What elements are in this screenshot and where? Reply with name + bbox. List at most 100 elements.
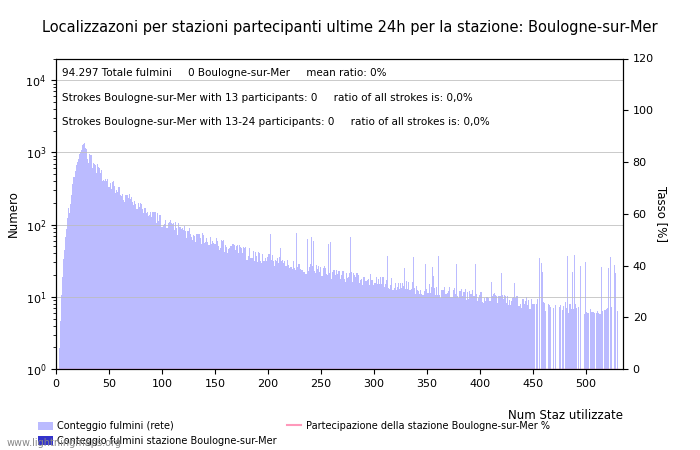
Bar bbox=[96, 173, 97, 450]
Bar bbox=[111, 182, 113, 450]
Bar bbox=[173, 224, 174, 450]
Bar bbox=[299, 264, 300, 450]
Bar bbox=[449, 297, 451, 450]
Bar bbox=[589, 309, 591, 450]
Text: Localizzazoni per stazioni partecipanti ultime 24h per la stazione: Boulogne-sur: Localizzazoni per stazioni partecipanti … bbox=[42, 20, 658, 35]
Bar bbox=[249, 248, 251, 450]
Bar bbox=[154, 212, 155, 450]
Bar bbox=[133, 205, 134, 450]
Bar bbox=[573, 309, 574, 450]
Bar bbox=[340, 279, 341, 450]
Bar bbox=[470, 294, 471, 450]
Bar bbox=[330, 242, 331, 450]
Bar bbox=[106, 180, 107, 450]
Bar bbox=[78, 159, 79, 450]
Bar bbox=[608, 268, 609, 450]
Bar bbox=[500, 273, 502, 450]
Bar bbox=[606, 309, 607, 450]
Bar bbox=[65, 237, 66, 450]
Bar bbox=[169, 222, 170, 450]
Bar bbox=[64, 249, 65, 450]
Bar bbox=[319, 272, 321, 450]
Bar bbox=[533, 304, 535, 450]
Bar bbox=[543, 302, 544, 450]
Bar bbox=[379, 284, 380, 450]
Bar bbox=[309, 266, 310, 450]
Bar bbox=[234, 250, 236, 450]
Bar bbox=[72, 184, 74, 450]
Bar bbox=[257, 262, 258, 450]
Bar bbox=[341, 275, 342, 450]
Bar bbox=[258, 252, 259, 450]
Bar bbox=[66, 229, 67, 450]
Bar bbox=[119, 188, 120, 450]
Bar bbox=[275, 260, 276, 450]
Bar bbox=[407, 289, 408, 450]
Bar bbox=[85, 148, 86, 450]
Bar bbox=[410, 289, 412, 450]
Bar bbox=[350, 237, 351, 450]
Bar bbox=[412, 257, 414, 450]
Bar bbox=[204, 243, 205, 450]
Bar bbox=[279, 257, 280, 450]
Bar bbox=[517, 306, 519, 450]
Bar bbox=[151, 217, 152, 450]
Bar bbox=[226, 247, 228, 450]
Bar bbox=[186, 238, 187, 450]
Bar bbox=[418, 291, 419, 450]
Bar bbox=[566, 308, 568, 450]
Bar bbox=[354, 275, 356, 450]
Bar bbox=[236, 246, 237, 450]
Bar bbox=[212, 241, 214, 450]
Bar bbox=[222, 241, 223, 450]
Bar bbox=[541, 263, 542, 450]
Bar bbox=[373, 285, 374, 450]
Bar bbox=[403, 286, 404, 450]
Bar bbox=[138, 203, 139, 450]
Bar bbox=[211, 244, 212, 450]
Bar bbox=[478, 298, 480, 450]
Bar bbox=[189, 228, 190, 450]
Bar bbox=[328, 244, 329, 450]
Bar bbox=[127, 198, 129, 450]
Bar bbox=[129, 194, 130, 450]
Bar bbox=[386, 280, 387, 450]
Bar bbox=[142, 209, 144, 450]
Bar bbox=[241, 248, 242, 450]
Bar bbox=[121, 197, 122, 450]
Bar bbox=[144, 208, 146, 450]
Bar bbox=[378, 279, 379, 450]
Bar bbox=[277, 258, 278, 450]
Bar bbox=[273, 261, 274, 450]
Bar bbox=[602, 311, 603, 450]
Bar bbox=[565, 302, 566, 450]
Bar bbox=[59, 348, 60, 450]
Bar bbox=[523, 298, 524, 450]
Bar bbox=[316, 265, 317, 450]
Bar bbox=[293, 261, 294, 450]
Bar bbox=[366, 280, 367, 450]
Bar bbox=[467, 292, 468, 450]
Bar bbox=[337, 274, 338, 450]
Bar bbox=[269, 255, 270, 450]
Bar bbox=[57, 369, 59, 450]
Bar bbox=[563, 306, 564, 450]
Bar bbox=[115, 193, 116, 450]
Bar bbox=[515, 298, 517, 450]
Bar bbox=[206, 238, 207, 450]
Bar bbox=[162, 225, 164, 450]
Bar bbox=[244, 248, 245, 450]
Bar bbox=[104, 181, 105, 450]
Bar bbox=[507, 296, 508, 450]
Bar bbox=[86, 149, 88, 450]
Bar bbox=[70, 204, 71, 450]
Bar bbox=[311, 237, 312, 450]
Bar bbox=[430, 288, 432, 450]
Bar bbox=[593, 312, 594, 450]
Bar bbox=[187, 231, 188, 450]
Bar bbox=[454, 288, 455, 450]
Bar bbox=[199, 238, 201, 450]
Bar bbox=[509, 300, 510, 450]
Bar bbox=[351, 272, 352, 450]
Bar bbox=[522, 299, 523, 450]
